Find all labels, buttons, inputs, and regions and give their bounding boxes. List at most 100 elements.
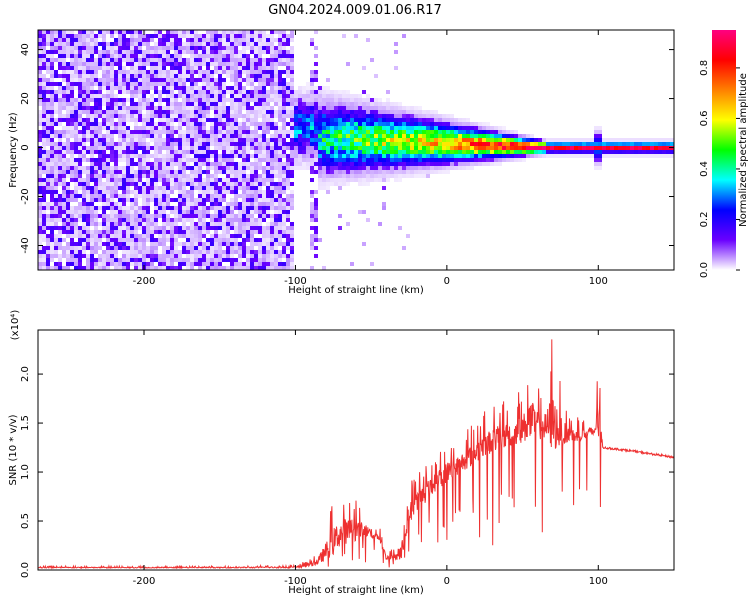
heatmap-cell [138,50,142,54]
heatmap-cell [294,130,298,134]
heatmap-cell [182,62,186,66]
heatmap-cell [134,234,138,238]
heatmap-cell [78,114,82,118]
heatmap-cell [70,50,74,54]
heatmap-cell [94,66,98,70]
heatmap-cell [622,154,626,158]
heatmap-cell [274,66,278,70]
heatmap-cell [170,126,174,130]
heatmap-cell [274,162,278,166]
heatmap-cell [426,110,430,114]
heatmap-cell [50,134,54,138]
heatmap-cell [158,114,162,118]
heatmap-cell [62,198,66,202]
heatmap-cell [330,166,334,170]
heatmap-cell [202,102,206,106]
heatmap-cell [102,266,106,270]
heatmap-cell [158,94,162,98]
heatmap-cell [62,186,66,190]
heatmap-cell [66,214,70,218]
heatmap-cell [302,102,306,106]
heatmap-cell [490,138,494,142]
heatmap-cell [138,134,142,138]
heatmap-cell [326,146,330,150]
heatmap-cell [62,118,66,122]
heatmap-cell [94,46,98,50]
heatmap-cell [242,62,246,66]
heatmap-cell [618,146,622,150]
heatmap-cell [270,118,274,122]
heatmap-cell [142,130,146,134]
heatmap-cell [242,242,246,246]
heatmap-cell [186,78,190,82]
heatmap-cell [282,222,286,226]
heatmap-cell [206,70,210,74]
heatmap-cell [350,170,354,174]
heatmap-cell [114,266,118,270]
heatmap-cell [342,142,346,146]
heatmap-cell [254,186,258,190]
heatmap-cell [214,42,218,46]
heatmap-cell [494,162,498,166]
heatmap-cell [602,150,606,154]
heatmap-cell [114,234,118,238]
heatmap-cell [310,226,314,230]
heatmap-cell [70,38,74,42]
heatmap-cell [562,142,566,146]
heatmap-cell [154,250,158,254]
heatmap-cell [582,138,586,142]
heatmap-cell [102,126,106,130]
heatmap-cell [206,154,210,158]
heatmap-cell [262,178,266,182]
heatmap-cell [326,182,330,186]
heatmap-cell [426,126,430,130]
heatmap-cell [462,166,466,170]
heatmap-cell [126,50,130,54]
heatmap-cell [142,174,146,178]
snr-y-axis-label: SNR (10 * v/v) [8,414,19,485]
heatmap-cell [534,154,538,158]
heatmap-cell [254,250,258,254]
heatmap-cell [506,142,510,146]
heatmap-cell [50,98,54,102]
heatmap-cell [98,94,102,98]
heatmap-cell [158,198,162,202]
heatmap-cell [226,154,230,158]
heatmap-cell [98,58,102,62]
heatmap-cell [378,162,382,166]
heatmap-cell [182,186,186,190]
heatmap-cell [550,138,554,142]
heatmap-cell [266,118,270,122]
heatmap-cell [186,190,190,194]
heatmap-cell [218,122,222,126]
heatmap-cell [94,94,98,98]
heatmap-cell [82,66,86,70]
heatmap-cell [106,182,110,186]
heatmap-cell [630,138,634,142]
heatmap-cell [334,110,338,114]
heatmap-cell [286,194,290,198]
heatmap-cell [182,214,186,218]
heatmap-cell [314,134,318,138]
heatmap-cell [118,234,122,238]
heatmap-cell [362,170,366,174]
heatmap-cell [142,90,146,94]
heatmap-cell [202,34,206,38]
heatmap-cell [146,182,150,186]
heatmap-cell [214,78,218,82]
heatmap-cell [38,42,42,46]
heatmap-cell [226,202,230,206]
heatmap-cell [174,266,178,270]
heatmap-cell [502,130,506,134]
heatmap-cell [118,30,122,34]
heatmap-cell [214,102,218,106]
heatmap-cell [138,38,142,42]
heatmap-cell [414,150,418,154]
heatmap-cell [394,154,398,158]
heatmap-cell [226,158,230,162]
heatmap-cell [282,46,286,50]
heatmap-cell [278,42,282,46]
heatmap-cell [374,106,378,110]
heatmap-cell [190,130,194,134]
heatmap-cell [82,102,86,106]
